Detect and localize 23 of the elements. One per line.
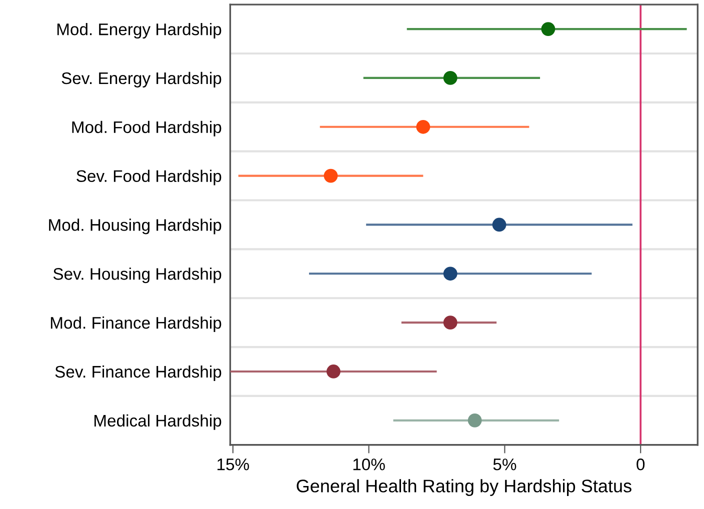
- x-tick-label: 0: [636, 458, 645, 470]
- point: [541, 22, 556, 36]
- y-tick-label: Mod. Finance Hardship: [50, 316, 222, 332]
- x-tick-label: 10%: [353, 458, 385, 470]
- y-tick-label: Sev. Housing Hardship: [53, 268, 222, 284]
- point: [443, 316, 458, 330]
- point: [326, 364, 340, 378]
- x-tick-label: 5%: [493, 458, 516, 470]
- y-tick-label: Sev. Food Hardship: [76, 170, 222, 186]
- point: [443, 266, 458, 281]
- point: [324, 168, 338, 183]
- y-tick-label: Mod. Housing Hardship: [49, 218, 222, 234]
- y-tick-label: Sev. Energy Hardship: [62, 72, 222, 88]
- point: [468, 413, 482, 428]
- point: [416, 120, 430, 134]
- x-axis-title: General Health Rating by Hardship Status: [296, 479, 632, 496]
- point: [443, 71, 458, 85]
- y-tick-label: Sev. Finance Hardship: [55, 365, 222, 381]
- y-tick-label: Mod. Food Hardship: [72, 120, 222, 136]
- y-tick-label: Medical Hardship: [94, 414, 222, 430]
- point: [492, 218, 506, 232]
- y-tick-label: Mod. Energy Hardship: [57, 23, 222, 39]
- x-tick-label: 15%: [218, 458, 250, 470]
